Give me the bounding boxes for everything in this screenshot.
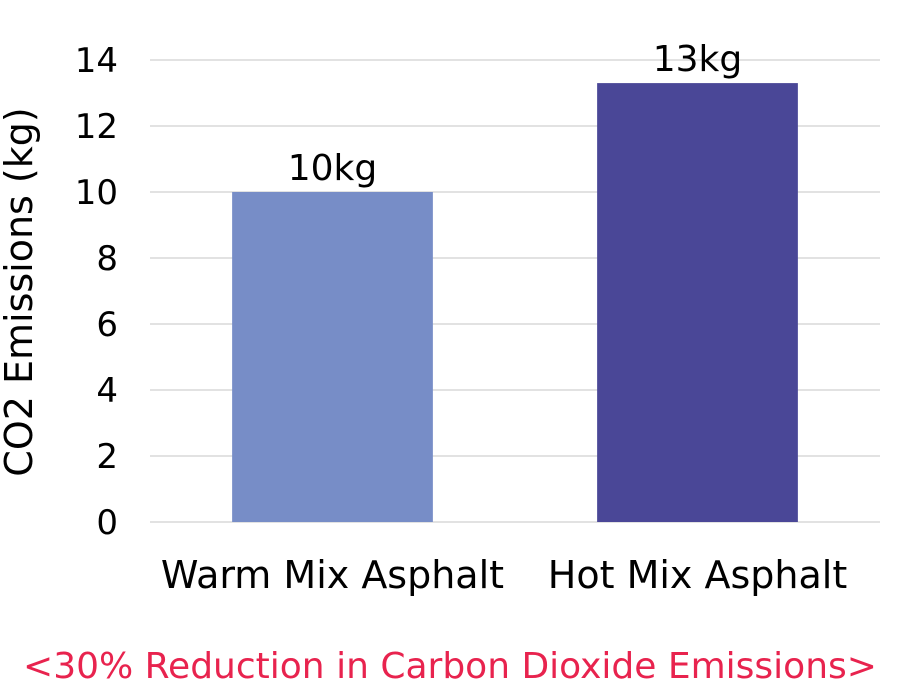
bar-value-label: 10kg	[288, 148, 378, 189]
y-tick-label: 6	[96, 305, 118, 345]
y-tick-label: 12	[75, 107, 118, 147]
bar-2	[597, 83, 798, 522]
y-axis-title: CO2 Emissions (kg)	[0, 107, 41, 476]
x-category-label: Warm Mix Asphalt	[161, 553, 504, 597]
y-tick-label: 0	[96, 503, 118, 543]
bar-1	[232, 192, 433, 522]
y-tick-label: 10	[75, 173, 118, 213]
bar-chart: 0 2 4 6 8 10 12 14 10kg 13kg Warm Mix Asphalt Hot…	[0, 39, 880, 597]
bar-value-label: 13kg	[653, 39, 743, 80]
bars	[232, 83, 798, 522]
y-tick-label: 2	[96, 437, 118, 477]
data-labels: 10kg 13kg	[288, 39, 743, 189]
x-category-label: Hot Mix Asphalt	[548, 553, 847, 597]
x-axis-categories: Warm Mix Asphalt Hot Mix Asphalt	[161, 553, 847, 597]
y-tick-label: 14	[75, 41, 118, 81]
y-axis-ticks: 0 2 4 6 8 10 12 14	[75, 41, 118, 543]
chart-caption: <30% Reduction in Carbon Dioxide Emissio…	[23, 646, 877, 687]
y-tick-label: 8	[96, 239, 118, 279]
y-tick-label: 4	[96, 371, 118, 411]
